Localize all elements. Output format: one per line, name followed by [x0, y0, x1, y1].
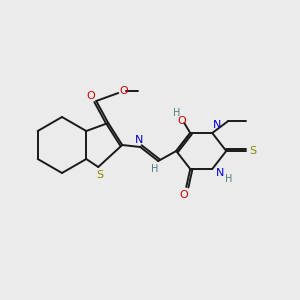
Text: O: O — [87, 91, 96, 101]
Text: S: S — [97, 170, 104, 180]
Text: N: N — [216, 168, 224, 178]
Text: H: H — [225, 174, 232, 184]
Text: S: S — [250, 146, 257, 156]
Text: O: O — [180, 190, 189, 200]
Text: O: O — [178, 116, 187, 126]
Text: H: H — [151, 164, 158, 174]
Text: O: O — [120, 86, 129, 96]
Text: H: H — [172, 108, 180, 118]
Text: N: N — [213, 120, 221, 130]
Text: N: N — [135, 135, 143, 145]
